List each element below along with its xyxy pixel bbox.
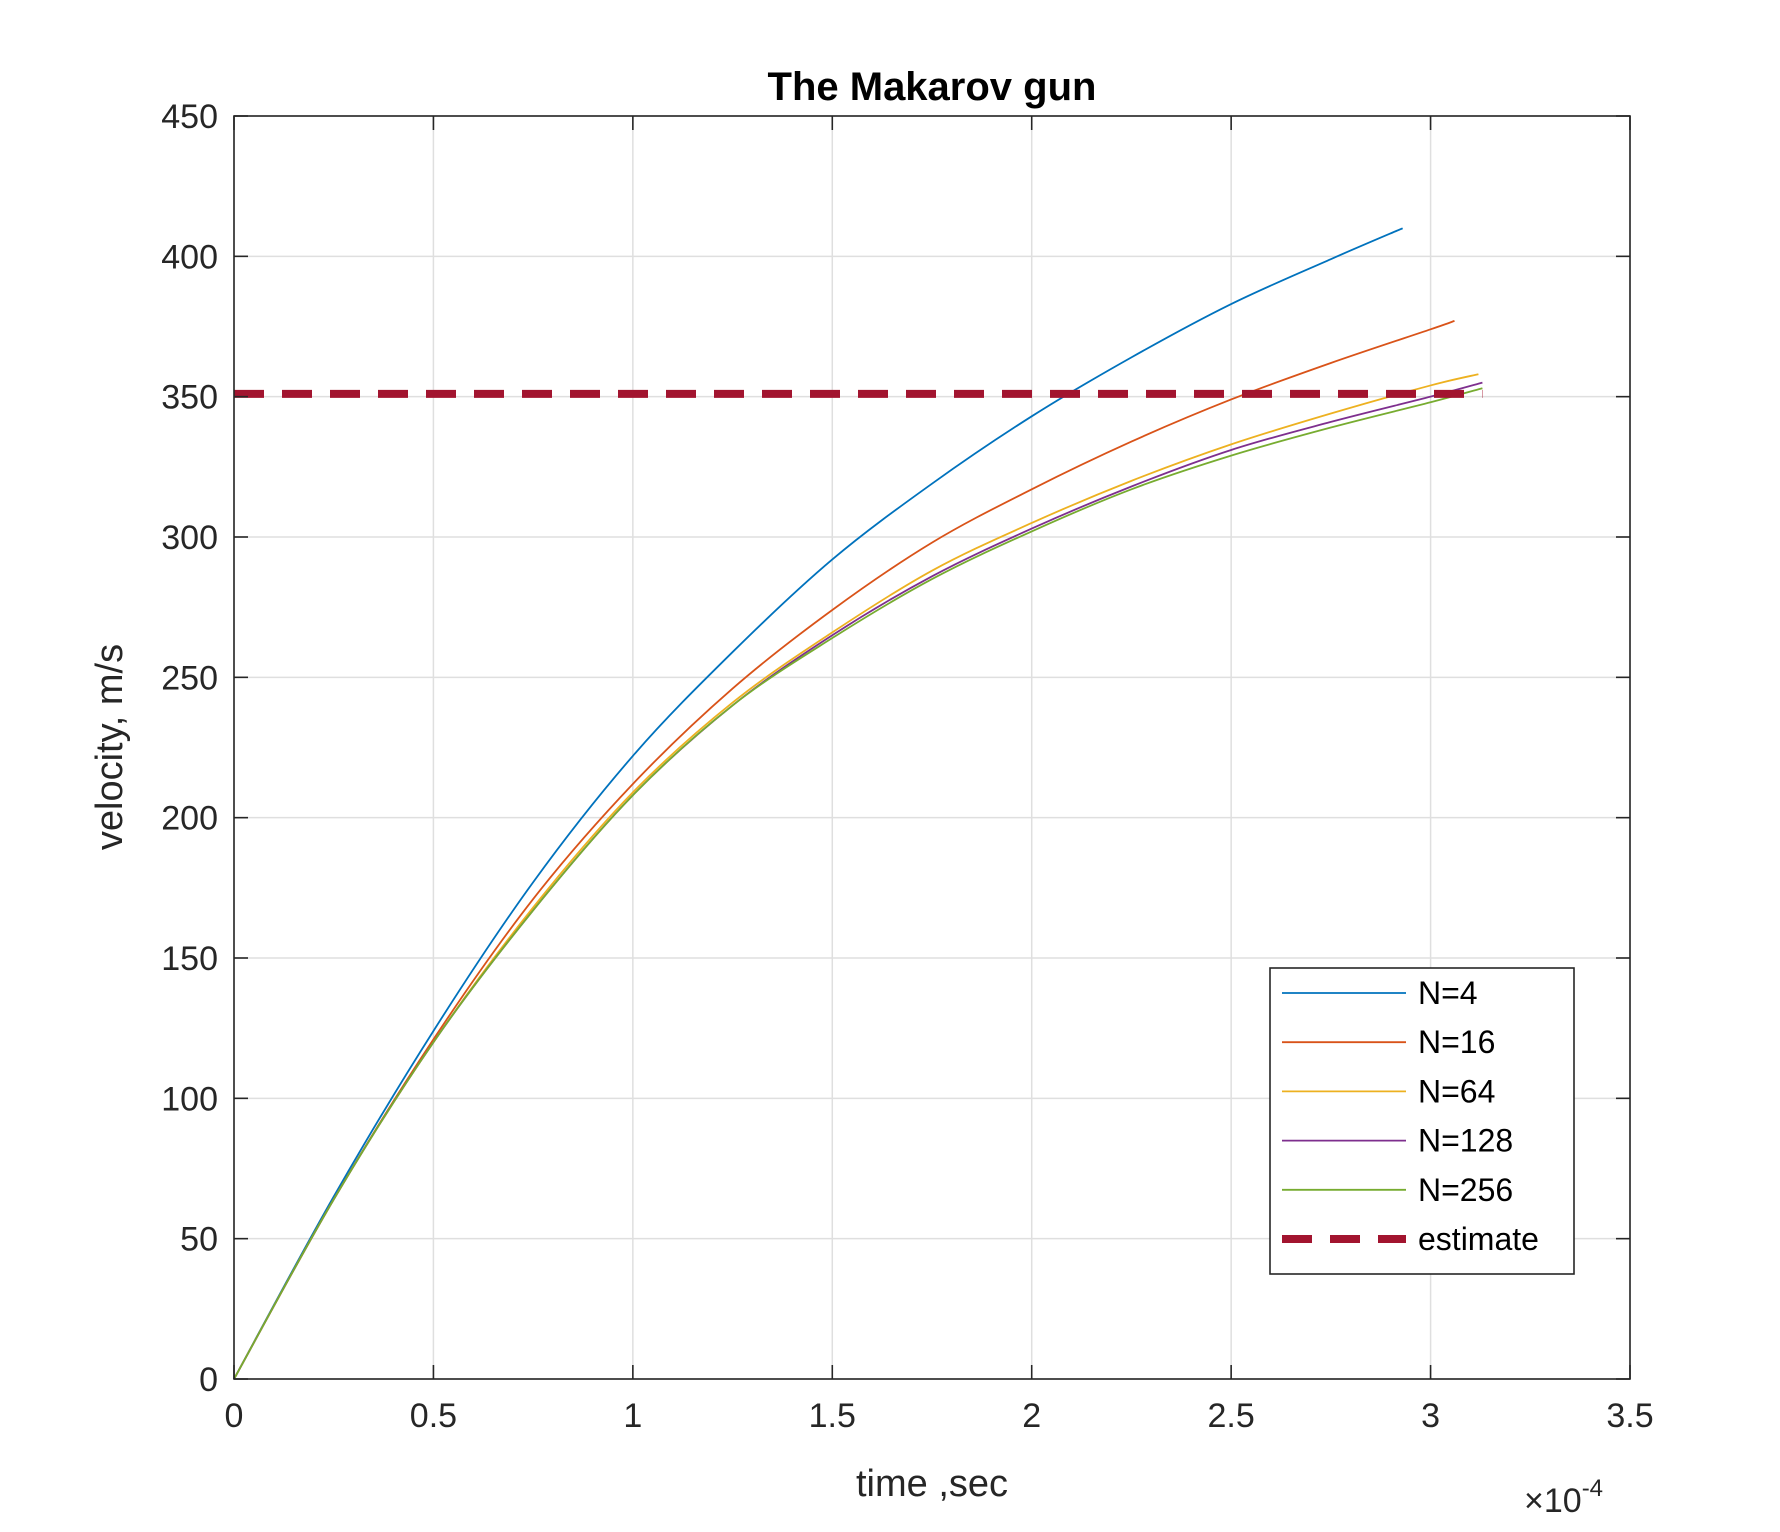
legend-label: N=64 [1418,1073,1495,1109]
chart-title: The Makarov gun [768,65,1097,109]
x-tick-label: 3 [1421,1397,1440,1435]
y-tick-label: 100 [161,1080,218,1118]
y-tick-label: 50 [180,1221,218,1259]
ticks [233,115,1631,1380]
series-line-n-16 [233,320,1455,1380]
x-exponent-label: ×10-4 [1524,1475,1603,1520]
legend: N=4 N=16 N=64 N=128 N=256 estimate [1269,967,1575,1275]
y-tick-label: 200 [161,800,218,838]
y-tick-label: 150 [161,940,218,978]
x-axis-label: time ,sec [856,1463,1008,1505]
y-tick-label: 0 [199,1361,218,1399]
series-layer [233,227,1483,1380]
x-exponent-times: × [1524,1482,1544,1520]
legend-box [1269,967,1575,1275]
y-tick-label: 400 [161,238,218,276]
series-line-n-4 [233,227,1404,1380]
x-tick-label: 1 [623,1397,642,1435]
x-tick-label: 0.5 [410,1397,457,1435]
legend-label: N=256 [1418,1172,1513,1208]
x-tick-label: 0 [225,1397,244,1435]
x-tick-label: 2.5 [1208,1397,1255,1435]
y-tick-label: 300 [161,519,218,557]
y-tick-label: 250 [161,659,218,697]
legend-label: N=4 [1418,975,1478,1011]
legend-label: N=16 [1418,1024,1495,1060]
x-tick-label: 1.5 [809,1397,856,1435]
legend-label: estimate [1418,1221,1539,1257]
x-tick-label: 3.5 [1606,1397,1653,1435]
tick-labels: 0 0.5 1 1.5 2 2.5 3 3.5 0 50 100 150 200 250 300 350 400… [161,98,1653,1435]
axes-box [233,115,1631,1380]
x-exponent-base: 10 [1544,1482,1582,1520]
series-line-n-256 [233,387,1483,1380]
y-tick-label: 450 [161,98,218,136]
y-tick-label: 350 [161,379,218,417]
x-exponent-power: -4 [1582,1475,1603,1502]
y-axis-label: velocity, m/s [89,644,131,850]
legend-label: N=128 [1418,1123,1513,1159]
x-tick-label: 2 [1022,1397,1041,1435]
